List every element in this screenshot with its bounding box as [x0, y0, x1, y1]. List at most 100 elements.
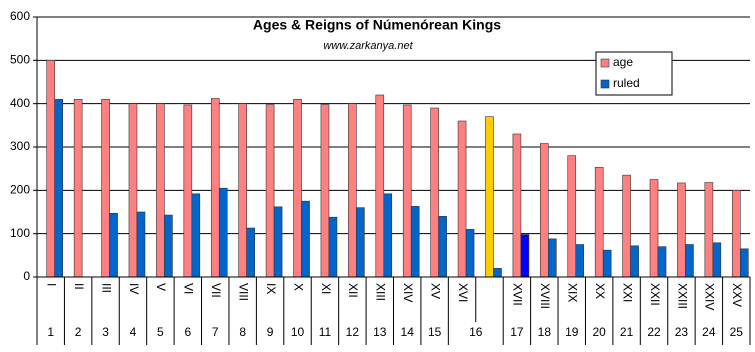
x-tick-label: XV	[428, 283, 442, 299]
x-tick-label: XX	[593, 283, 607, 299]
bar	[685, 244, 694, 278]
group-label: 24	[702, 325, 716, 339]
y-tick-label: 500	[10, 53, 30, 67]
bar	[375, 94, 385, 278]
y-tick-label: 0	[23, 269, 30, 283]
group-label: 25	[730, 325, 744, 339]
x-tick-label: XVII	[511, 283, 525, 306]
bar	[46, 60, 56, 278]
group-label: 18	[538, 325, 552, 339]
bar	[246, 227, 255, 278]
bar	[739, 248, 749, 278]
group-label: 11	[319, 325, 332, 339]
x-tick-label: VII	[209, 283, 223, 298]
y-tick-label: 600	[10, 9, 30, 23]
legend-swatch	[600, 79, 610, 89]
bar	[101, 99, 110, 278]
bar	[493, 268, 502, 278]
bar	[520, 234, 530, 278]
bar	[465, 229, 475, 278]
x-tick-label: III	[99, 283, 113, 293]
group-label: 17	[510, 325, 524, 339]
bar	[301, 200, 310, 278]
bar	[156, 103, 165, 278]
bar	[348, 103, 357, 278]
bar	[677, 182, 686, 278]
x-tick-label: XXIII	[675, 283, 689, 309]
bar	[731, 190, 741, 278]
bar	[273, 206, 283, 278]
x-tick-label: V	[154, 283, 168, 291]
bar	[191, 193, 201, 278]
group-label: 14	[401, 325, 415, 339]
x-tick-label: XII	[346, 283, 360, 298]
bar	[649, 179, 659, 278]
legend-label: ruled	[613, 76, 640, 90]
group-label: 20	[592, 325, 606, 339]
x-tick-label: IX	[264, 283, 278, 294]
x-tick-label: XIX	[566, 283, 580, 302]
x-tick-label: XXIV	[703, 283, 717, 310]
x-tick-label: XXV	[730, 283, 744, 307]
bar	[630, 245, 639, 278]
bar	[402, 104, 412, 278]
bar	[575, 244, 585, 278]
bar	[594, 167, 604, 278]
bar	[238, 103, 247, 278]
legend-swatch	[600, 58, 610, 68]
bar	[704, 182, 714, 278]
group-label: 9	[267, 325, 274, 339]
x-tick-label: XIII	[374, 283, 388, 301]
group-label: 10	[291, 325, 305, 339]
group-label: 16	[469, 325, 483, 339]
legend-label: age	[613, 55, 633, 69]
group-label: 5	[157, 325, 164, 339]
x-tick-label: XIV	[401, 283, 415, 302]
x-tick-label: XVIII	[538, 283, 552, 309]
group-label: 22	[647, 325, 661, 339]
y-tick-label: 400	[10, 96, 30, 110]
x-tick-label: XI	[319, 283, 333, 294]
bar	[54, 99, 64, 278]
bar	[485, 116, 494, 278]
bar	[320, 104, 330, 278]
bar	[109, 213, 118, 278]
bar	[356, 207, 365, 278]
bar	[410, 206, 420, 278]
bar	[512, 133, 522, 278]
group-label: 13	[373, 325, 387, 339]
bar	[136, 211, 146, 278]
group-label: 8	[239, 325, 246, 339]
x-tick-label: XXI	[620, 283, 634, 302]
bar	[567, 155, 577, 278]
bar	[218, 187, 228, 278]
chart-subtitle: www.zarkanya.net	[323, 40, 413, 52]
x-tick-label: II	[72, 283, 86, 290]
bar	[712, 242, 722, 278]
y-tick-label: 100	[10, 226, 30, 240]
bar	[457, 120, 467, 278]
bar	[328, 216, 338, 278]
bar	[540, 143, 549, 278]
x-tick-label: VIII	[237, 283, 251, 301]
bar	[183, 104, 193, 278]
x-tick-label: XVI	[456, 283, 470, 302]
group-label: 12	[346, 325, 360, 339]
group-label: 2	[75, 325, 82, 339]
group-label: 7	[212, 325, 219, 339]
x-tick-label: IV	[127, 283, 141, 294]
group-label: 6	[184, 325, 191, 339]
x-tick-label: XXII	[648, 283, 662, 306]
x-tick-label: VI	[182, 283, 196, 294]
group-label: 19	[565, 325, 579, 339]
x-tick-label: I	[45, 283, 59, 286]
bar	[657, 246, 667, 278]
group-label: 21	[620, 325, 634, 339]
bar	[438, 216, 447, 278]
group-label: 1	[47, 325, 54, 339]
chart-title: Ages & Reigns of Númenórean Kings	[253, 17, 501, 33]
bar	[548, 238, 557, 278]
group-label: 23	[675, 325, 689, 339]
